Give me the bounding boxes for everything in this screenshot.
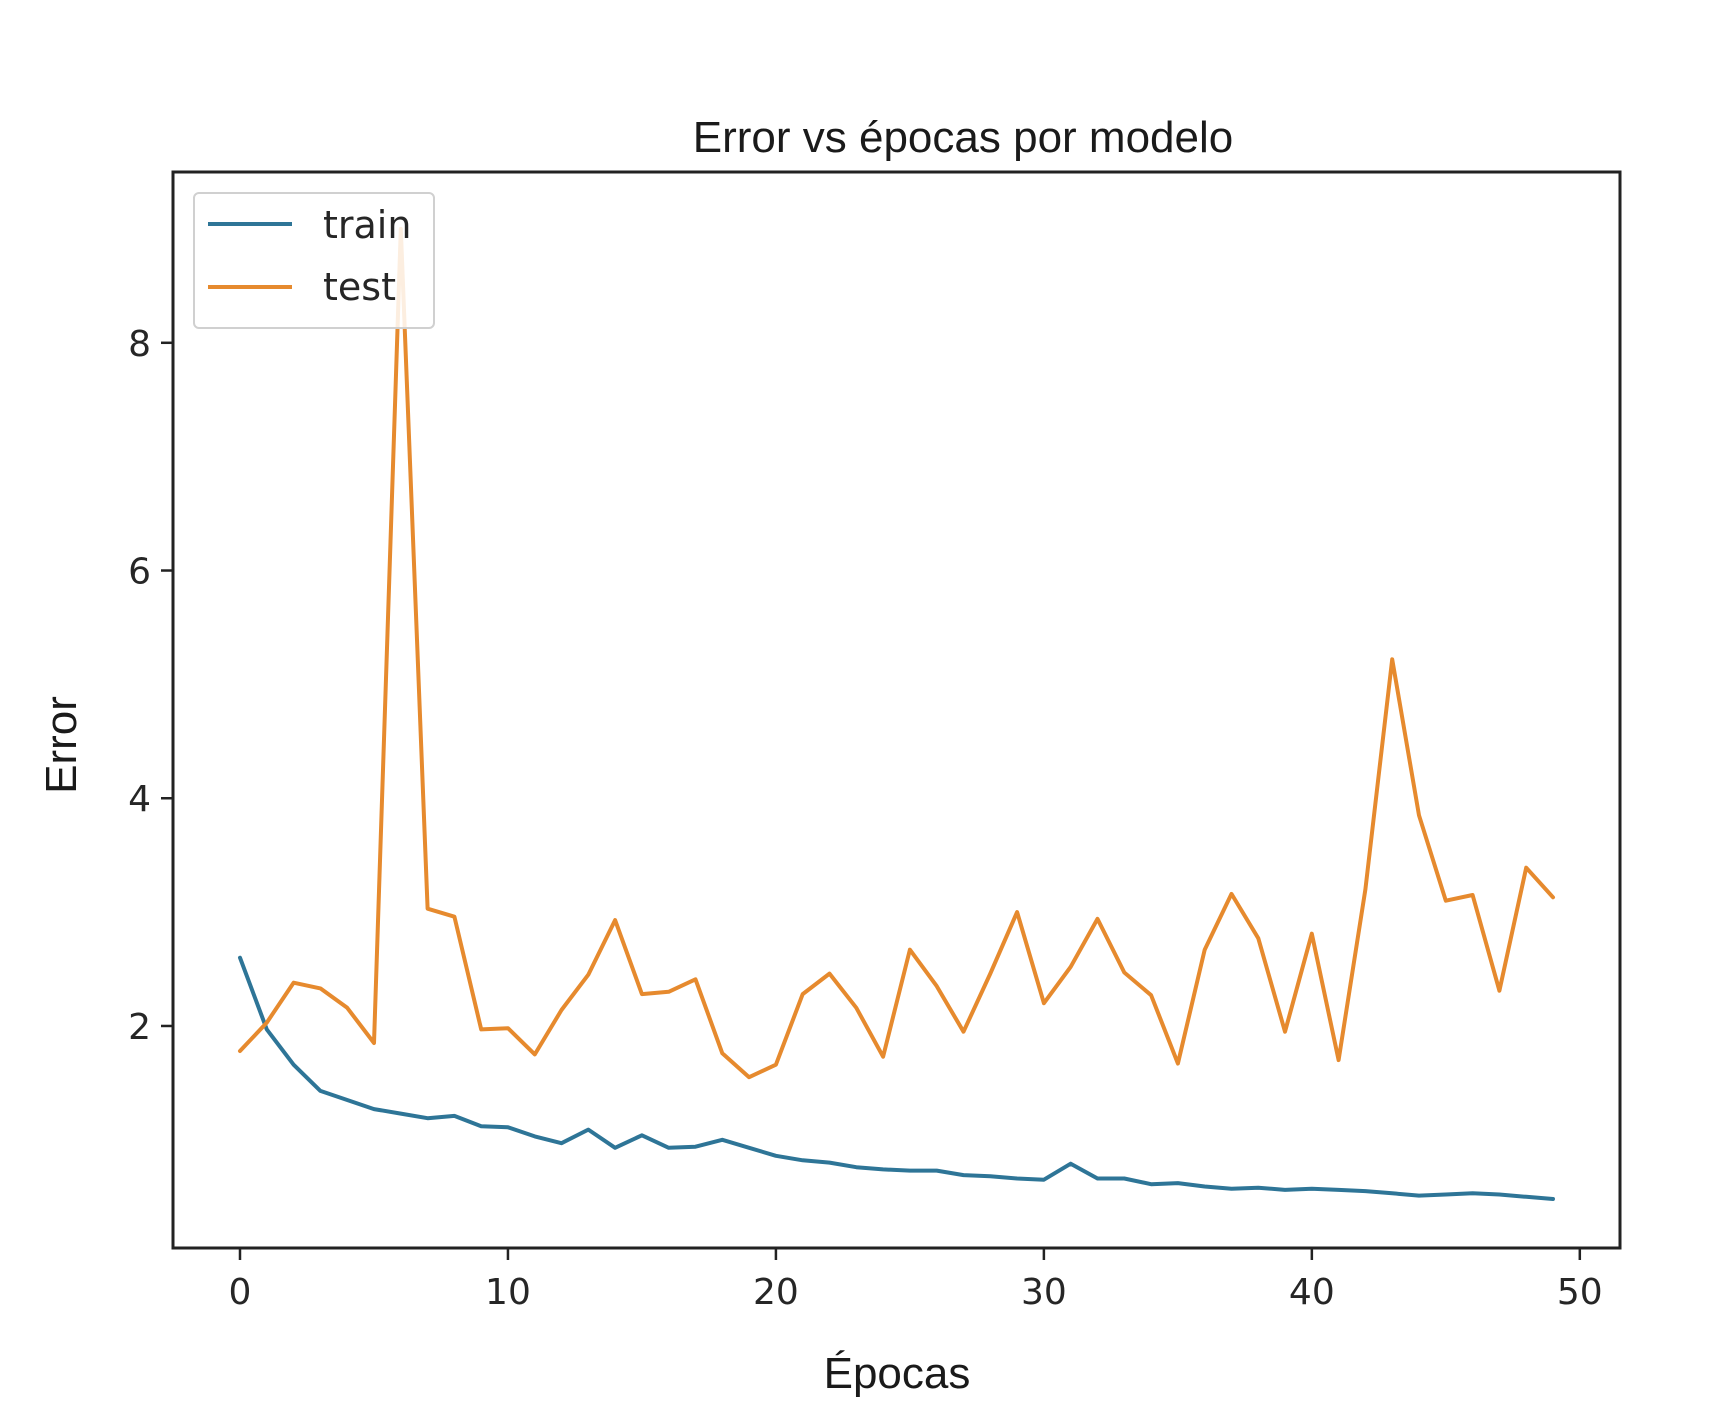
plot-area bbox=[238, 226, 1555, 1201]
y-tick-label: 6 bbox=[128, 552, 151, 593]
x-axis-ticks: 0 10 20 30 40 50 bbox=[229, 1248, 1603, 1313]
x-axis-label: Épocas bbox=[824, 1349, 971, 1398]
legend-test-label: test bbox=[323, 265, 396, 309]
chart-title: Error vs épocas por modelo bbox=[693, 113, 1233, 162]
x-tick-label: 50 bbox=[1557, 1272, 1603, 1313]
plot-frame bbox=[171, 170, 1622, 1250]
x-tick-label: 20 bbox=[753, 1272, 799, 1313]
series-line-train bbox=[238, 955, 1555, 1201]
legend-box bbox=[193, 192, 435, 329]
y-tick-label: 8 bbox=[128, 324, 151, 365]
legend: train test bbox=[193, 192, 435, 329]
y-tick-label: 4 bbox=[128, 779, 151, 820]
x-tick-label: 10 bbox=[485, 1272, 531, 1313]
x-tick-label: 30 bbox=[1021, 1272, 1067, 1313]
series-line-test bbox=[238, 226, 1555, 1080]
legend-train-label: train bbox=[323, 203, 411, 247]
y-axis-ticks: 2 4 6 8 bbox=[128, 324, 173, 1048]
x-tick-label: 0 bbox=[229, 1272, 252, 1313]
y-axis-label: Error bbox=[37, 696, 86, 794]
x-tick-label: 40 bbox=[1289, 1272, 1335, 1313]
y-tick-label: 2 bbox=[128, 1007, 151, 1048]
